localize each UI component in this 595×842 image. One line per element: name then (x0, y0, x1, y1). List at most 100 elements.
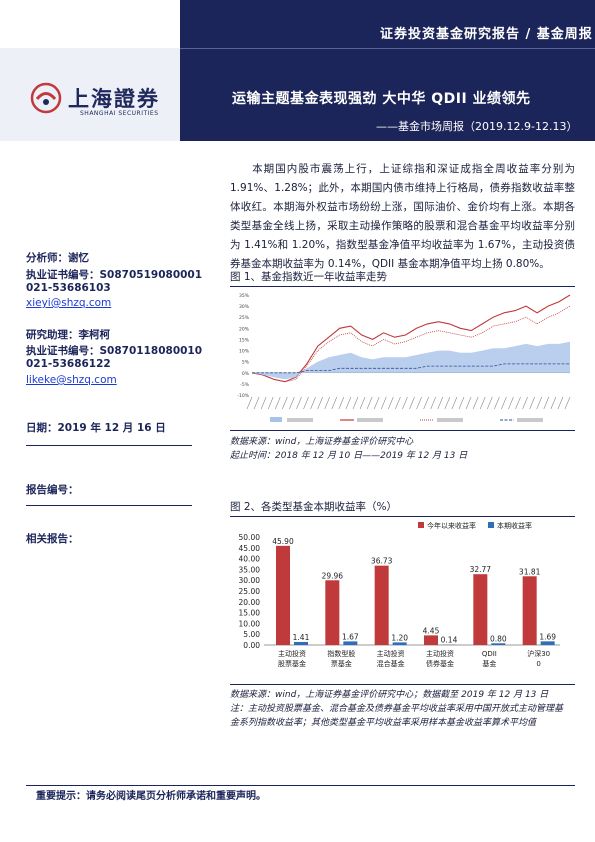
category-label: 主动投资 (278, 649, 306, 658)
bar-data-label: 1.69 (539, 632, 556, 641)
legend-swatch (488, 522, 494, 528)
y-tick-label: 20% (239, 326, 250, 332)
assistant-name: 研究助理：李柯柯 (26, 329, 110, 341)
x-tick-mark (472, 396, 479, 410)
x-tick-mark (282, 396, 288, 410)
x-tick-mark (486, 396, 493, 410)
bar-week (540, 641, 555, 645)
bar-ytd (374, 565, 389, 645)
figure1-title: 图 1、基金指数近一年收益率走势 (230, 271, 388, 283)
x-tick-mark (246, 396, 253, 410)
bar-week (491, 643, 506, 645)
y-tick-label: 0% (242, 371, 250, 377)
analyst-cert: 执业证书编号：S0870519080001 (26, 269, 203, 281)
y-tick-label: 25.00 (239, 587, 261, 596)
figure2-source: 数据来源：wind，上海证券基金评价研究中心；数据截至 2019 年 12 月 … (230, 690, 549, 700)
summary-paragraph: 本期国内股市震荡上行，上证综指和深证成指全周收益率分别为 1.91%、1.28%… (230, 160, 575, 274)
x-tick-mark (423, 396, 429, 410)
bar-week (343, 641, 358, 645)
bar-data-label: 45.90 (272, 537, 294, 546)
x-tick-mark (317, 396, 323, 410)
category-label-line2: 票基金 (331, 659, 352, 668)
x-tick-mark (522, 396, 528, 410)
x-tick-mark (310, 396, 316, 410)
x-tick-mark (536, 396, 543, 410)
report-type-label: 证券投资基金研究报告 / 基金周报 (380, 27, 593, 42)
y-tick-label: 45.00 (239, 544, 261, 553)
left-divider (26, 505, 192, 506)
header-divider (180, 48, 595, 49)
bar-ytd (424, 635, 438, 645)
bar-ytd (276, 545, 290, 645)
x-tick-mark (501, 396, 507, 410)
x-tick-mark (296, 396, 302, 410)
y-tick-label: 5% (242, 360, 250, 366)
bar-data-label: 1.41 (293, 633, 310, 642)
figure2-title: 图 2、各类型基金本期收益率（%） (230, 501, 397, 513)
bar-data-label: 0.80 (490, 634, 507, 643)
related-reports-label: 相关报告： (26, 533, 79, 545)
legend-label-blurred (437, 418, 463, 422)
x-tick-mark (388, 396, 394, 410)
bar-data-label: 0.14 (441, 636, 458, 645)
logo-english-name: SHANGHAI SECURITIES (80, 110, 159, 117)
x-tick-mark (451, 396, 458, 410)
report-date: 日期：2019 年 12 月 16 日 (26, 422, 166, 434)
x-tick-mark (303, 396, 309, 410)
x-tick-mark (338, 396, 345, 410)
y-tick-label: -10% (237, 393, 249, 399)
bar-data-label: 31.81 (519, 567, 541, 576)
assistant-email-link[interactable]: likeke@shzq.com (26, 374, 117, 386)
legend-label-blurred (287, 418, 313, 422)
legend-label-blurred (357, 418, 383, 422)
area-series (252, 341, 570, 380)
assistant-cert: 执业证书编号：S0870118080010 (26, 345, 203, 357)
bar-data-label: 4.45 (423, 626, 440, 635)
x-tick-mark (366, 396, 373, 410)
x-tick-mark (260, 396, 267, 410)
y-tick-label: 35.00 (239, 565, 261, 574)
bar-data-label: 1.20 (391, 633, 408, 642)
x-tick-mark (267, 396, 274, 410)
footer-notice: 重要提示：请务必阅读尾页分析师承诺和重要声明。 (36, 791, 266, 802)
y-tick-label: 10% (239, 349, 250, 355)
analyst-email-link[interactable]: xieyi@shzq.com (26, 297, 112, 309)
company-logo: 上海證券 SHANGHAI SECURITIES (30, 82, 180, 122)
report-title: 运输主题基金表现强劲 大中华 QDII 业绩领先 (232, 91, 531, 107)
category-label-line2: 债券基金 (426, 659, 454, 668)
y-tick-label: 15% (239, 337, 250, 343)
legend-swatch-area (270, 417, 282, 422)
y-tick-label: 20.00 (239, 598, 261, 607)
line-series-dashed (252, 363, 570, 374)
y-tick-label: 10.00 (239, 619, 261, 628)
y-tick-label: 30.00 (239, 576, 261, 585)
bar-data-label: 29.96 (322, 571, 344, 580)
x-tick-mark (352, 396, 359, 410)
x-tick-mark (557, 396, 564, 410)
x-tick-mark (359, 396, 366, 410)
x-tick-mark (529, 396, 535, 410)
category-label: QDII (482, 650, 497, 658)
legend-label: 今年以来收益率 (427, 521, 476, 530)
bar-data-label: 32.77 (470, 565, 492, 574)
figure1-top-rule (230, 286, 575, 287)
x-tick-mark (458, 396, 465, 410)
y-tick-label: 40.00 (239, 555, 261, 564)
x-tick-mark (324, 396, 331, 410)
x-tick-mark (430, 396, 437, 410)
bar-data-label: 36.73 (371, 557, 393, 566)
x-tick-mark (409, 396, 415, 410)
x-tick-mark (564, 396, 571, 410)
x-tick-mark (395, 396, 401, 410)
category-label-line2: 混合基金 (377, 659, 405, 668)
assistant-phone: 021-53686122 (26, 358, 111, 370)
report-number-label: 报告编号： (26, 484, 79, 496)
left-divider (26, 445, 192, 446)
logo-panel (0, 48, 180, 141)
x-tick-mark (437, 396, 444, 410)
x-tick-mark (345, 396, 352, 410)
header-blank (0, 0, 180, 48)
category-label-line2: 0 (536, 660, 540, 668)
x-tick-mark (494, 396, 500, 410)
